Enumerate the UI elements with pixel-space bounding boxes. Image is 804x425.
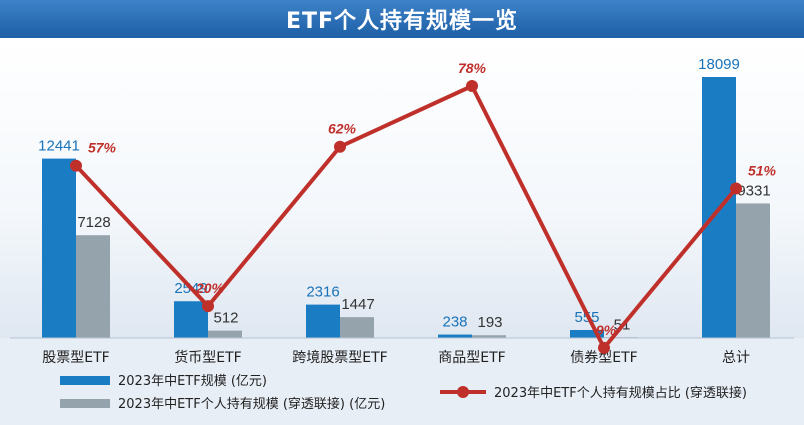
chart-title: ETF个人持有规模一览 (285, 9, 519, 34)
category-label-0: 股票型ETF (42, 350, 109, 366)
line-point-2 (334, 140, 346, 153)
pct-label-4: 9% (596, 322, 617, 338)
pct-label-5: 51% (748, 162, 777, 178)
bar-label-personal-holding-1: 512 (213, 310, 238, 327)
plot-background (0, 38, 804, 338)
title-bar: ETF个人持有规模一览 (0, 0, 804, 38)
bar-personal-holding-1 (208, 330, 242, 338)
legend-label-share: 2023年中ETF个人持有规模占比 (穿透联接) (494, 385, 747, 401)
category-label-3: 商品型ETF (438, 350, 505, 366)
line-point-0 (70, 159, 82, 172)
bar-label-etf-size-0: 12441 (38, 138, 80, 155)
category-label-2: 跨境股票型ETF (292, 350, 387, 366)
line-point-3 (466, 80, 478, 92)
legend-label-etf-size: 2023年中ETF规模 (亿元) (118, 374, 267, 389)
category-label-1: 货币型ETF (174, 349, 241, 366)
bar-label-personal-holding-5: 9331 (737, 182, 770, 199)
legend-marker-share (457, 386, 469, 398)
category-label-4: 债券型ETF (570, 350, 637, 366)
bar-etf-size-0 (42, 158, 76, 338)
bar-etf-size-3 (438, 334, 472, 338)
line-point-4 (598, 341, 610, 354)
bar-personal-holding-3 (472, 335, 506, 338)
legend-swatch-etf-size (60, 376, 110, 385)
line-point-5 (730, 182, 742, 195)
bar-personal-holding-2 (340, 317, 374, 338)
legend-label-personal-holding: 2023年中ETF个人持有规模 (穿透联接) (亿元) (118, 396, 385, 412)
pct-label-1: 20% (195, 280, 225, 296)
bar-etf-size-2 (306, 304, 340, 338)
bar-label-personal-holding-3: 193 (477, 314, 502, 331)
pct-label-2: 62% (328, 121, 357, 137)
bar-label-personal-holding-2: 1447 (341, 296, 374, 313)
bar-personal-holding-5 (736, 203, 770, 338)
bar-label-etf-size-5: 18099 (698, 56, 740, 73)
pct-label-3: 78% (458, 60, 487, 76)
bar-label-etf-size-2: 2316 (306, 284, 339, 301)
pct-label-0: 57% (88, 140, 117, 156)
bar-personal-holding-0 (76, 235, 110, 338)
category-label-5: 总计 (722, 350, 750, 366)
bar-label-etf-size-3: 238 (442, 314, 467, 331)
line-point-1 (202, 300, 214, 313)
bar-label-personal-holding-0: 7128 (77, 214, 110, 231)
legend-swatch-personal-holding (60, 399, 110, 408)
bar-etf-size-4 (570, 329, 604, 338)
line-personal-share (74, 84, 738, 350)
